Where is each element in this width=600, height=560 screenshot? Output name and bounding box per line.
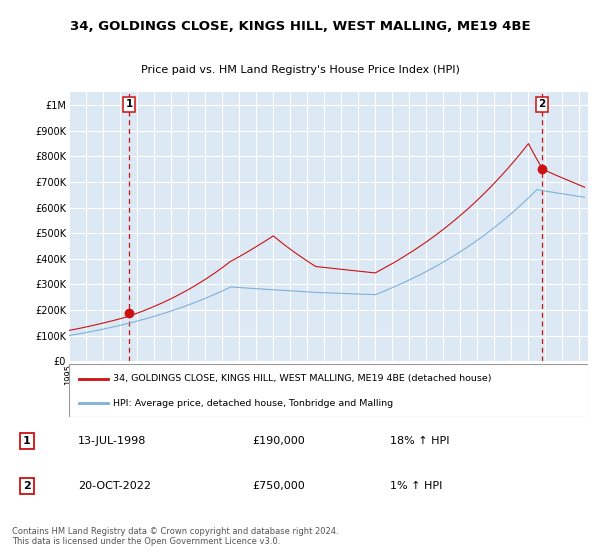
Text: 34, GOLDINGS CLOSE, KINGS HILL, WEST MALLING, ME19 4BE: 34, GOLDINGS CLOSE, KINGS HILL, WEST MAL…: [70, 20, 530, 32]
Text: 20-OCT-2022: 20-OCT-2022: [78, 481, 151, 491]
Text: 1: 1: [23, 436, 31, 446]
Text: 2: 2: [538, 99, 545, 109]
Text: 13-JUL-1998: 13-JUL-1998: [78, 436, 146, 446]
Text: 18% ↑ HPI: 18% ↑ HPI: [390, 436, 449, 446]
Text: HPI: Average price, detached house, Tonbridge and Malling: HPI: Average price, detached house, Tonb…: [113, 399, 393, 408]
Text: £190,000: £190,000: [252, 436, 305, 446]
Text: 34, GOLDINGS CLOSE, KINGS HILL, WEST MALLING, ME19 4BE (detached house): 34, GOLDINGS CLOSE, KINGS HILL, WEST MAL…: [113, 375, 491, 384]
Text: Contains HM Land Registry data © Crown copyright and database right 2024.
This d: Contains HM Land Registry data © Crown c…: [12, 526, 338, 546]
Text: 1: 1: [125, 99, 133, 109]
FancyBboxPatch shape: [69, 364, 588, 417]
Text: 2: 2: [23, 481, 31, 491]
Text: Price paid vs. HM Land Registry's House Price Index (HPI): Price paid vs. HM Land Registry's House …: [140, 64, 460, 74]
Text: £750,000: £750,000: [252, 481, 305, 491]
Text: 1% ↑ HPI: 1% ↑ HPI: [390, 481, 442, 491]
